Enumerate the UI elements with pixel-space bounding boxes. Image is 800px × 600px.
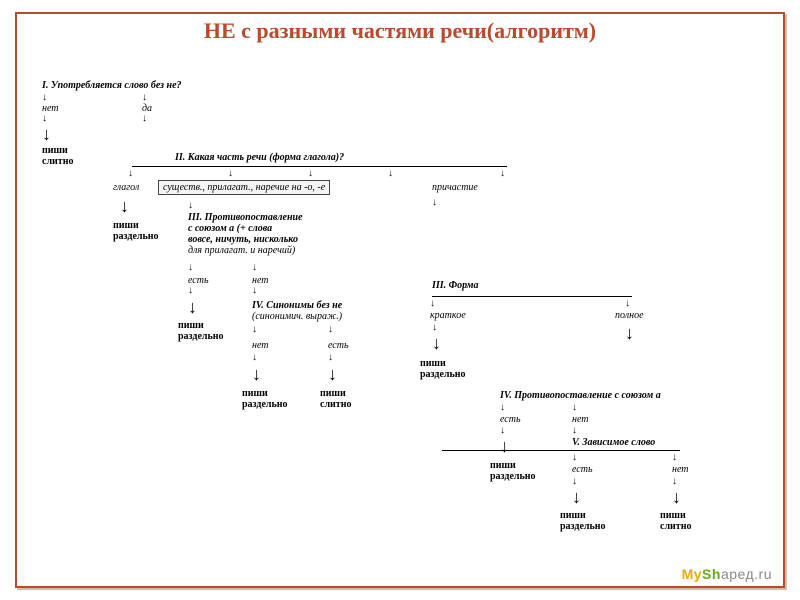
arrow-big-icon: ↓ [328,365,337,383]
arrow-down: ↓ [252,352,257,363]
arrow-down: ↓ [500,425,505,436]
result-razdelno: пишираздельно [242,388,288,410]
watermark: MyShаред.ru [682,566,772,582]
branch-line [432,296,632,297]
question-3: III. Противопоставление с союзом а (+ сл… [188,212,303,256]
cat-noun-adj-adv: существ., прилагат., наречие на -о, -е [158,180,330,195]
arrow-big-icon: ↓ [572,488,581,506]
question-3b: III. Форма [432,280,479,291]
q4-yes: есть [328,340,349,351]
result-razdelno: пишираздельно [560,510,606,532]
slide-frame [15,12,785,588]
arrow-down: ↓ [188,262,193,273]
arrow-down: ↓ [128,168,133,179]
arrow-down: ↓ [252,262,257,273]
arrow-down: ↓ [42,113,47,124]
question-4: IV. Синонимы без не(синонимич. выраж.) [252,300,342,322]
arrow-big-icon: ↓ [500,437,509,455]
result-razdelno: пишираздельно [420,358,466,380]
result-slitno: пишислитно [320,388,351,410]
arrow-down: ↓ [252,324,257,335]
arrow-big-icon: ↓ [252,365,261,383]
arrow-down: ↓ [500,402,505,413]
arrow-down: ↓ [42,92,47,103]
question-1: I. Употребляется слово без не? [42,80,182,91]
cat-verb: глагол [113,182,139,193]
arrow-down: ↓ [430,298,435,309]
q4-no: нет [252,340,269,351]
result-slitno: пишислитно [42,145,73,167]
arrow-big-icon: ↓ [625,324,634,342]
result-razdelno: пишираздельно [113,220,159,242]
arrow-big-icon: ↓ [188,298,197,316]
arrow-big-icon: ↓ [432,334,441,352]
question-5: V. Зависимое слово [572,437,655,448]
arrow-down: ↓ [188,285,193,296]
arrow-down: ↓ [188,200,193,211]
result-razdelno: пишираздельно [178,320,224,342]
arrow-down: ↓ [672,476,677,487]
q4b-yes: есть [500,414,521,425]
cat-participle: причастие [432,182,478,193]
arrow-down: ↓ [388,168,393,179]
arrow-big-icon: ↓ [42,125,51,143]
arrow-down: ↓ [328,324,333,335]
q3b-full: полное [615,310,644,321]
question-2: II. Какая часть речи (форма глагола)? [175,152,344,163]
question-4b: IV. Противопоставление с союзом а [500,390,661,401]
arrow-down: ↓ [500,168,505,179]
arrow-down: ↓ [308,168,313,179]
arrow-down: ↓ [228,168,233,179]
arrow-down: ↓ [142,92,147,103]
q4b-no: нет [572,414,589,425]
arrow-down: ↓ [142,113,147,124]
arrow-down: ↓ [572,476,577,487]
arrow-big-icon: ↓ [120,197,129,215]
branch-line [442,450,680,451]
result-razdelno: пишираздельно [490,460,536,482]
arrow-down: ↓ [672,452,677,463]
q5-no: нет [672,464,689,475]
arrow-down: ↓ [252,285,257,296]
arrow-down: ↓ [432,197,437,208]
arrow-down: ↓ [432,322,437,333]
page-title: НЕ с разными частями речи(алгоритм) [0,18,800,44]
q3b-short: краткое [430,310,466,321]
arrow-down: ↓ [572,452,577,463]
arrow-down: ↓ [625,298,630,309]
branch-line [132,166,507,167]
arrow-down: ↓ [328,352,333,363]
result-slitno: пишислитно [660,510,691,532]
arrow-down: ↓ [572,425,577,436]
arrow-down: ↓ [572,402,577,413]
q5-yes: есть [572,464,593,475]
arrow-big-icon: ↓ [672,488,681,506]
